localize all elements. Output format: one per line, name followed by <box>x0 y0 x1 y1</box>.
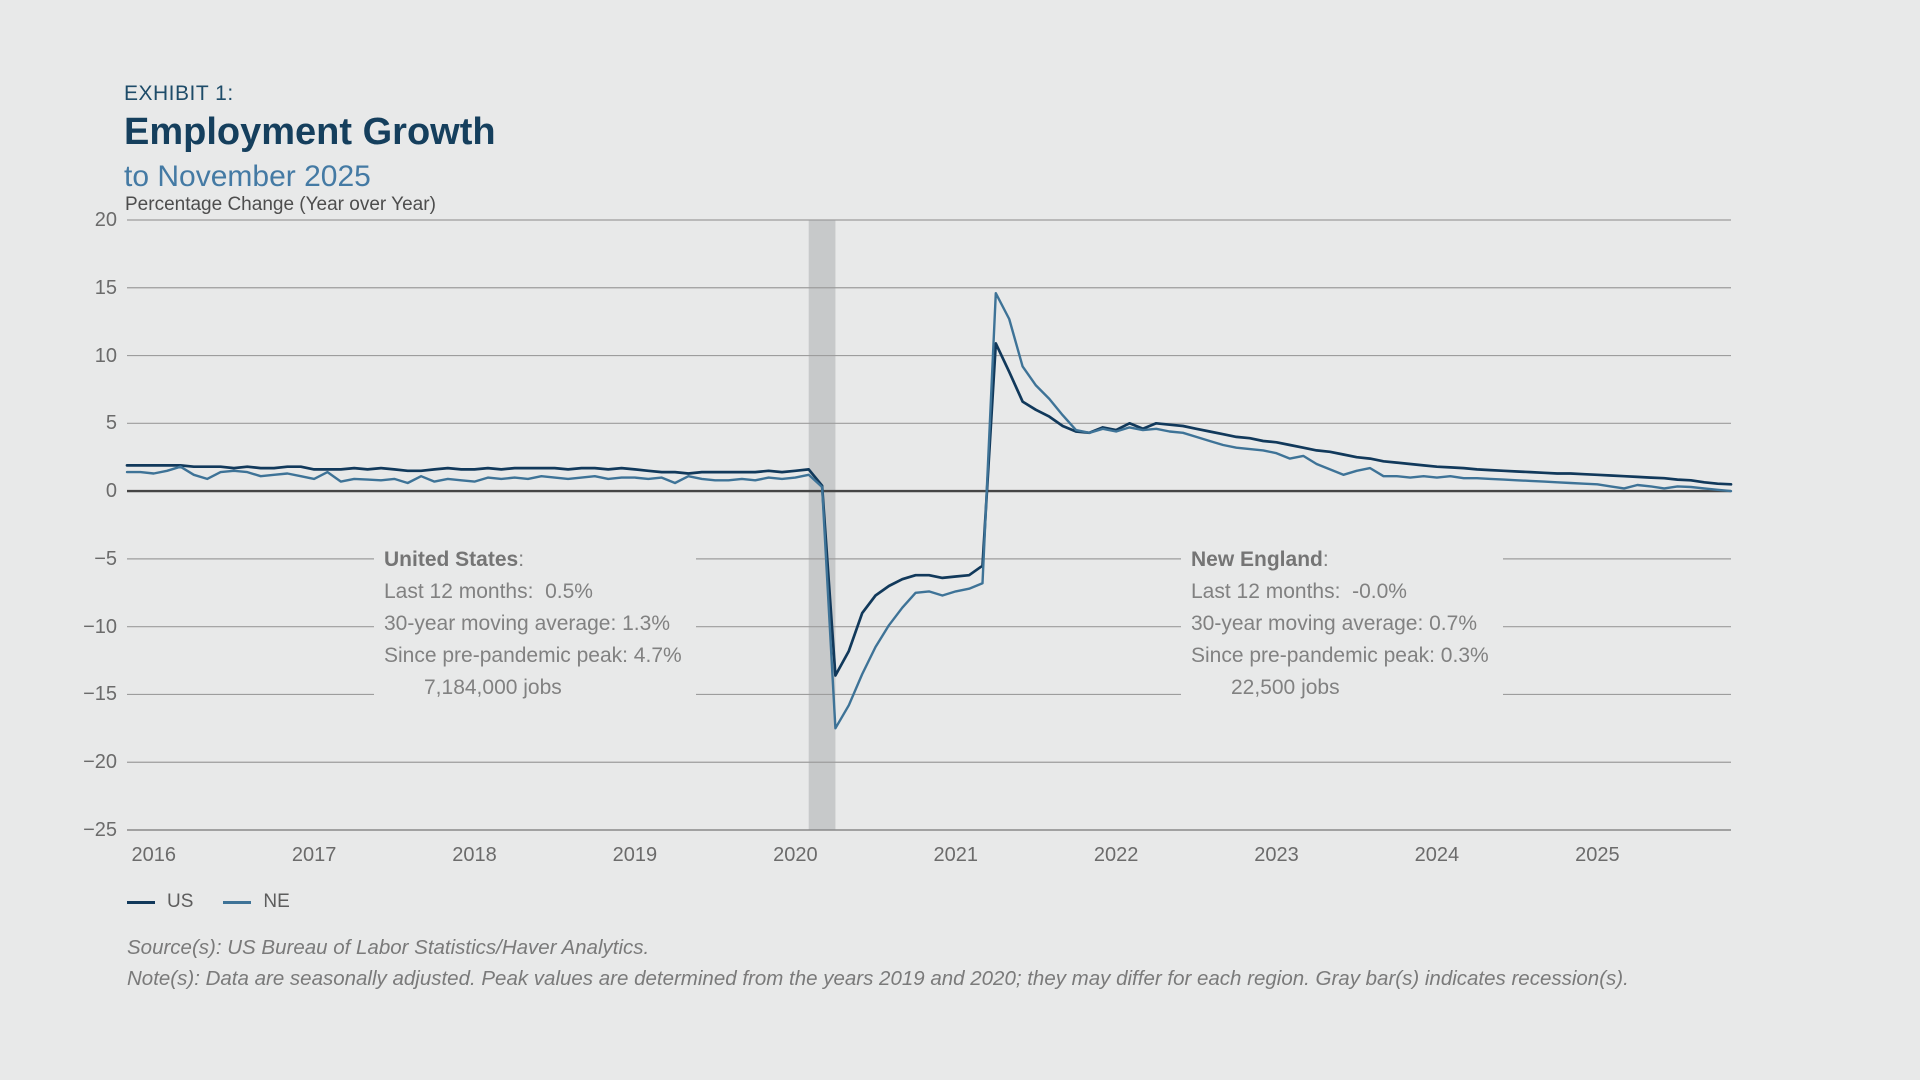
x-tick-label: 2018 <box>452 844 497 866</box>
x-tick-label: 2019 <box>612 844 658 866</box>
footnotes: Source(s): US Bureau of Labor Statistics… <box>127 932 1692 994</box>
y-tick-label: 15 <box>94 276 117 299</box>
annotation-stat-last12: Last 12 months: 0.5% <box>384 580 593 603</box>
legend-label-ne: NE <box>263 891 290 912</box>
chart-header: EXHIBIT 1: Employment Growth to November… <box>124 82 496 193</box>
annotation-stat-moving-average: 30-year moving average: 0.7% <box>1191 612 1477 635</box>
legend-label-us: US <box>167 891 194 912</box>
y-tick-label: −15 <box>83 683 117 706</box>
y-tick-label: 0 <box>105 480 117 503</box>
y-tick-label: 20 <box>94 209 117 231</box>
x-tick-label: 2023 <box>1254 844 1299 866</box>
annotation-title: United States: <box>384 548 525 571</box>
legend: US NE <box>127 891 308 913</box>
source-note: Source(s): US Bureau of Labor Statistics… <box>127 936 650 959</box>
annotation-united-states: United States: Last 12 months: 0.5% 30-y… <box>374 544 696 704</box>
y-tick-label: −20 <box>83 751 117 774</box>
x-tick-label: 2021 <box>933 844 978 866</box>
annotation-title: New England: <box>1191 548 1329 571</box>
annotation-new-england: New England: Last 12 months: -0.0% 30-ye… <box>1181 544 1503 704</box>
x-tick-label: 2016 <box>131 844 176 866</box>
annotation-stat-moving-average: 30-year moving average: 1.3% <box>384 612 670 635</box>
y-tick-label: −25 <box>83 819 117 841</box>
chart-title: Employment Growth <box>124 111 496 153</box>
y-tick-label: 10 <box>94 344 117 367</box>
data-note: Note(s): Data are seasonally adjusted. P… <box>127 967 1629 990</box>
legend-swatch-ne <box>223 900 252 904</box>
y-tick-label: −5 <box>94 547 117 570</box>
x-tick-label: 2024 <box>1414 844 1460 866</box>
x-tick-label: 2020 <box>773 844 818 866</box>
recession-bar <box>808 220 836 830</box>
series-line-us <box>125 342 1733 677</box>
x-tick-label: 2025 <box>1575 844 1620 866</box>
chart-subtitle: to November 2025 <box>124 159 371 193</box>
annotation-stat-jobs: 7,184,000 jobs <box>424 676 562 699</box>
annotation-stat-last12: Last 12 months: -0.0% <box>1191 580 1407 603</box>
x-tick-label: 2017 <box>291 844 337 866</box>
y-tick-label: 5 <box>105 412 117 435</box>
legend-swatch-us <box>127 900 155 904</box>
annotation-stat-jobs: 22,500 jobs <box>1231 676 1340 699</box>
exhibit-eyebrow: EXHIBIT 1: <box>124 82 234 105</box>
y-axis-title: Percentage Change (Year over Year) <box>125 194 436 215</box>
y-tick-label: −10 <box>83 615 117 638</box>
annotation-stat-since-peak: Since pre-pandemic peak: 0.3% <box>1191 644 1489 667</box>
series-line-ne <box>125 292 1733 730</box>
annotation-stat-since-peak: Since pre-pandemic peak: 4.7% <box>384 644 682 667</box>
x-tick-label: 2022 <box>1093 844 1139 866</box>
